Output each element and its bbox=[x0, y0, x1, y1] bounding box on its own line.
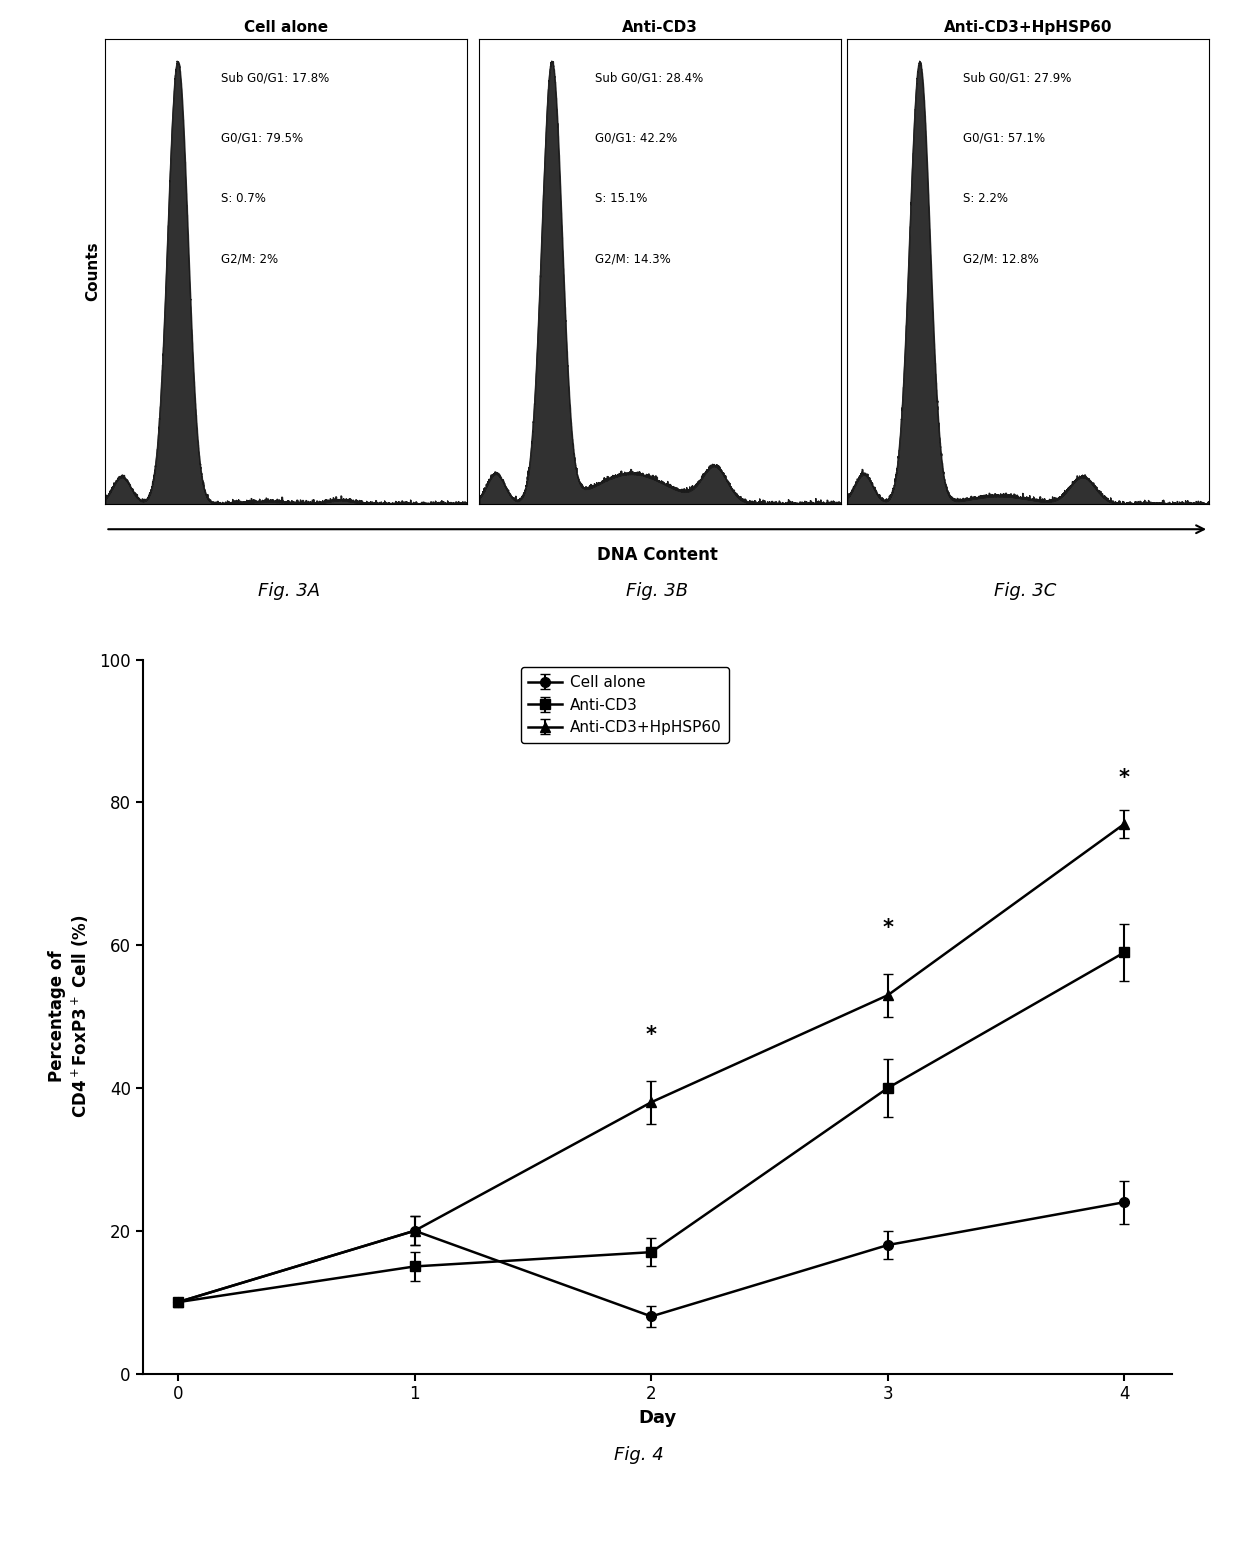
Text: G0/G1: 57.1%: G0/G1: 57.1% bbox=[963, 132, 1045, 144]
Title: Anti-CD3+HpHSP60: Anti-CD3+HpHSP60 bbox=[944, 20, 1112, 34]
Text: Fig. 3B: Fig. 3B bbox=[626, 582, 688, 601]
Text: Sub G0/G1: 28.4%: Sub G0/G1: 28.4% bbox=[595, 71, 703, 84]
Text: *: * bbox=[1118, 768, 1130, 788]
Text: DNA Content: DNA Content bbox=[596, 546, 718, 565]
Text: Sub G0/G1: 17.8%: Sub G0/G1: 17.8% bbox=[221, 71, 330, 84]
Text: G2/M: 2%: G2/M: 2% bbox=[221, 253, 278, 265]
Text: Sub G0/G1: 27.9%: Sub G0/G1: 27.9% bbox=[963, 71, 1071, 84]
Y-axis label: Counts: Counts bbox=[84, 242, 100, 301]
Y-axis label: Percentage of
CD4$^+$FoxP3$^+$ Cell (%): Percentage of CD4$^+$FoxP3$^+$ Cell (%) bbox=[48, 914, 91, 1119]
Text: S: 2.2%: S: 2.2% bbox=[963, 192, 1008, 205]
Text: *: * bbox=[646, 1026, 657, 1044]
Text: G0/G1: 42.2%: G0/G1: 42.2% bbox=[595, 132, 677, 144]
Text: Fig. 3C: Fig. 3C bbox=[994, 582, 1056, 601]
Title: Cell alone: Cell alone bbox=[244, 20, 329, 34]
Text: G0/G1: 79.5%: G0/G1: 79.5% bbox=[221, 132, 304, 144]
Title: Anti-CD3: Anti-CD3 bbox=[622, 20, 698, 34]
Text: S: 15.1%: S: 15.1% bbox=[595, 192, 647, 205]
Legend: Cell alone, Anti-CD3, Anti-CD3+HpHSP60: Cell alone, Anti-CD3, Anti-CD3+HpHSP60 bbox=[521, 667, 729, 743]
Text: G2/M: 14.3%: G2/M: 14.3% bbox=[595, 253, 671, 265]
Text: Fig. 4: Fig. 4 bbox=[614, 1446, 663, 1465]
Text: S: 0.7%: S: 0.7% bbox=[221, 192, 267, 205]
Text: Fig. 3A: Fig. 3A bbox=[258, 582, 320, 601]
Text: G2/M: 12.8%: G2/M: 12.8% bbox=[963, 253, 1039, 265]
Text: *: * bbox=[883, 919, 893, 937]
X-axis label: Day: Day bbox=[639, 1409, 676, 1426]
